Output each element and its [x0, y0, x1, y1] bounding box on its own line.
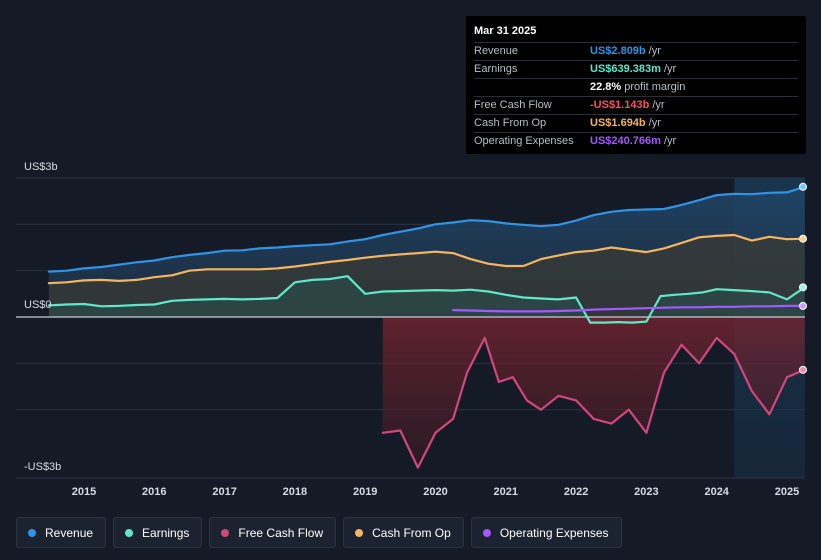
tooltip-label: Free Cash Flow — [474, 99, 552, 111]
earnings-line — [47, 275, 806, 324]
tooltip-label: Earnings — [474, 63, 518, 75]
tooltip-row-profit-margin: 22.8% profit margin — [474, 79, 798, 97]
tooltip-date: Mar 31 2025 — [474, 24, 798, 43]
cash-from-op-line — [47, 233, 806, 285]
legend-dot-icon — [221, 528, 230, 537]
legend-label: Operating Expenses — [499, 525, 609, 540]
legend: Revenue Earnings Free Cash Flow Cash Fro… — [16, 517, 622, 548]
tooltip-label: Revenue — [474, 45, 519, 57]
operating-expenses-end-dot — [799, 301, 807, 310]
x-tick-label: 2017 — [212, 486, 236, 498]
legend-item-earnings[interactable]: Earnings — [113, 517, 203, 548]
x-tick-label: 2021 — [494, 486, 518, 498]
legend-dot-icon — [28, 528, 36, 537]
legend-label: Revenue — [45, 525, 94, 540]
tooltip-value: US$639.383m — [590, 63, 661, 75]
x-tick-label: 2016 — [142, 486, 166, 498]
y-tick-label: US$0 — [24, 299, 52, 311]
x-tick-label: 2024 — [704, 486, 729, 498]
tooltip-label — [474, 79, 590, 96]
tooltip-label: Cash From Op — [474, 117, 547, 129]
tooltip-unit: /yr — [652, 99, 665, 111]
legend-label: Earnings — [142, 525, 190, 540]
tooltip-row-earnings: Earnings US$639.383m /yr — [474, 61, 798, 79]
revenue-end-dot — [799, 182, 807, 191]
free-cash-flow-area — [382, 317, 805, 468]
tooltip-value: US$240.766m — [590, 135, 661, 147]
tooltip-unit: /yr — [663, 135, 677, 147]
legend-item-operating-expenses[interactable]: Operating Expenses — [470, 517, 622, 548]
tooltip-row-cash-from-op: Cash From Op US$1.694b /yr — [474, 115, 798, 133]
tooltip-value: US$2.809b — [590, 45, 646, 57]
tooltip-unit: /yr — [648, 117, 661, 129]
legend-dot-icon — [355, 528, 364, 537]
tooltip-unit: /yr — [648, 45, 661, 57]
x-tick-label: 2018 — [283, 486, 307, 498]
tooltip-value: 22.8% — [590, 81, 622, 93]
legend-label: Cash From Op — [372, 525, 451, 540]
tooltip-row-operating-expenses: Operating Expenses US$240.766m /yr — [474, 133, 798, 150]
legend-dot-icon — [125, 528, 134, 537]
legend-dot-icon — [482, 528, 491, 537]
free-cash-flow-end-dot — [799, 365, 807, 374]
earnings-end-dot — [799, 283, 807, 292]
tooltip-row-revenue: Revenue US$2.809b /yr — [474, 43, 798, 61]
x-tick-label: 2019 — [353, 486, 377, 498]
tooltip-row-free-cash-flow: Free Cash Flow -US$1.143b /yr — [474, 97, 798, 115]
x-tick-label: 2022 — [564, 486, 588, 498]
x-tick-label: 2020 — [423, 486, 447, 498]
cash-from-op-end-dot — [799, 234, 807, 243]
tooltip-panel: Mar 31 2025 Revenue US$2.809b /yr Earnin… — [466, 16, 806, 154]
earnings-area — [48, 276, 805, 323]
cash-from-op-area — [48, 235, 805, 317]
y-tick-label: US$3b — [24, 161, 58, 173]
tooltip-unit: profit margin — [624, 81, 686, 93]
tooltip-value: US$1.694b — [590, 117, 646, 129]
tooltip-label: Operating Expenses — [474, 135, 574, 147]
chart-area: US$3b US$0 -US$3b 2015 2016 2017 2018 2019 2020 2… — [16, 161, 807, 498]
operating-expenses-line — [452, 304, 806, 313]
revenue-line — [47, 185, 806, 273]
x-tick-label: 2025 — [775, 486, 799, 498]
free-cash-flow-line — [381, 336, 806, 469]
legend-label: Free Cash Flow — [238, 525, 324, 540]
tooltip-value: -US$1.143b — [590, 99, 650, 111]
x-tick-label: 2023 — [634, 486, 658, 498]
legend-item-revenue[interactable]: Revenue — [16, 517, 107, 548]
tooltip-unit: /yr — [663, 63, 677, 75]
y-tick-label: -US$3b — [24, 461, 61, 473]
legend-item-free-cash-flow[interactable]: Free Cash Flow — [209, 517, 337, 548]
legend-item-cash-from-op[interactable]: Cash From Op — [343, 517, 464, 548]
x-tick-label: 2015 — [72, 486, 96, 498]
